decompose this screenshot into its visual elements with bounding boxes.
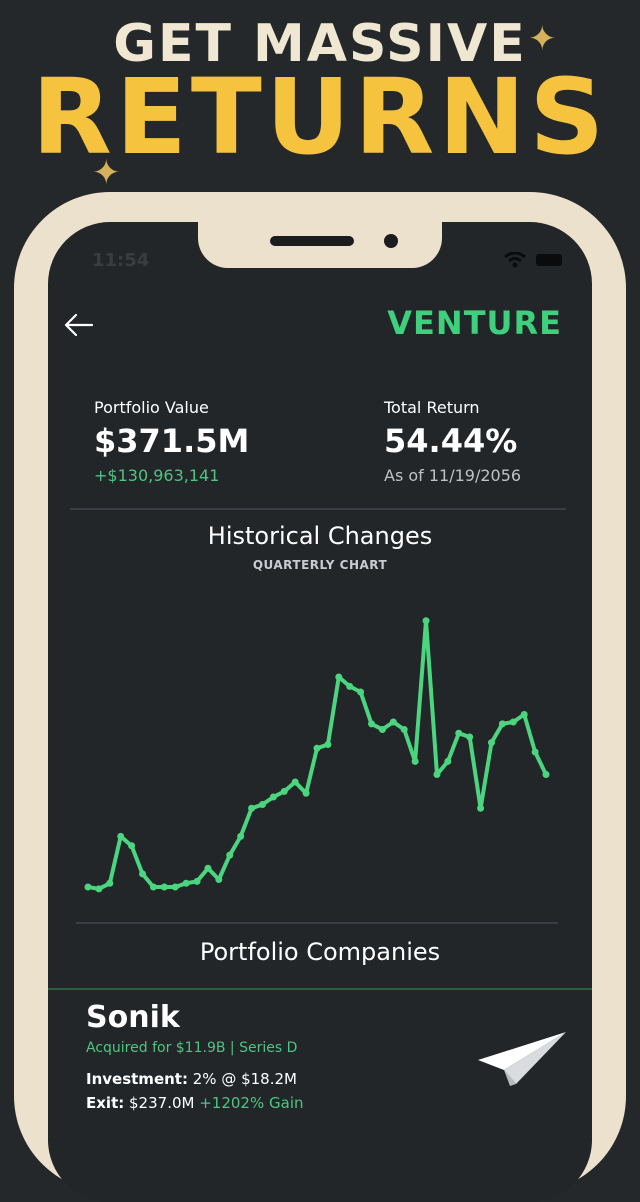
sparkle-icon: ✦ (528, 19, 557, 59)
total-return-value: 54.44% (384, 422, 518, 460)
phone-notch (198, 222, 442, 268)
line-chart (84, 617, 550, 893)
chart-point (215, 876, 223, 883)
brand-title: VENTURE (387, 304, 562, 342)
chart-point (477, 804, 485, 812)
paper-plane-icon (478, 1032, 566, 1086)
chart-point (106, 879, 114, 887)
battery-icon (536, 254, 562, 266)
company-name: Sonik (86, 1000, 180, 1035)
chart-point (84, 883, 92, 891)
chart-point (335, 673, 343, 681)
back-arrow-icon[interactable] (60, 310, 96, 340)
chart-point (226, 851, 234, 859)
chart-point (204, 864, 212, 872)
chart-point (389, 718, 397, 726)
chart-point (248, 804, 256, 812)
chart-point (487, 739, 495, 747)
portfolio-value-label: Portfolio Value (94, 398, 209, 417)
section-underline (48, 988, 592, 990)
chart-point (422, 617, 430, 625)
chart-point (466, 733, 474, 741)
chart-point (128, 842, 136, 850)
chart-point (444, 757, 452, 765)
chart-point (313, 744, 321, 752)
chart-point (237, 832, 245, 840)
chart-point (291, 778, 299, 786)
chart-point (171, 883, 179, 891)
exit-row: Exit: $237.0M +1202% Gain (86, 1094, 304, 1112)
chart-point (182, 879, 190, 887)
chart-point (160, 883, 168, 891)
exit-value: $237.0M (129, 1094, 195, 1112)
chart-point (280, 787, 288, 795)
divider (76, 922, 558, 924)
chart-point (433, 771, 441, 778)
promo-headline-top: GET MASSIVE (113, 14, 527, 74)
chart-point (520, 711, 528, 718)
chart-point (193, 877, 201, 885)
divider (70, 508, 566, 510)
sparkle-icon: ✦ (92, 153, 121, 193)
status-icons (504, 252, 562, 268)
chart-title: Historical Changes (207, 522, 433, 550)
portfolio-companies-title: Portfolio Companies (199, 938, 441, 966)
app-screen: 11:54 VENTURE Portfolio Value $371.5M +$… (48, 222, 592, 1202)
exit-gain: +1202% Gain (199, 1094, 304, 1112)
chart-point (542, 771, 550, 778)
chart-subtitle: QUARTERLY CHART (252, 558, 388, 572)
portfolio-value-change: +$130,963,141 (94, 466, 220, 485)
chart-point (411, 757, 419, 765)
chart-point (531, 748, 539, 756)
chart-point (149, 883, 157, 891)
phone-frame: 11:54 VENTURE Portfolio Value $371.5M +$… (14, 192, 626, 1202)
wifi-icon (504, 252, 526, 268)
portfolio-value: $371.5M (94, 422, 250, 460)
chart-series-line (86, 618, 548, 891)
chart-point (302, 789, 310, 797)
status-time: 11:54 (92, 250, 150, 271)
chart-point (324, 741, 332, 748)
investment-label: Investment: (86, 1070, 188, 1088)
chart-point (258, 801, 266, 808)
chart-point (378, 726, 386, 733)
chart-point (117, 832, 125, 840)
chart-point (95, 885, 103, 893)
chart-point (139, 870, 147, 878)
promo-headline-main: RETURNS (31, 56, 609, 178)
as-of-date: As of 11/19/2056 (384, 466, 522, 485)
investment-value: 2% @ $18.2M (192, 1070, 297, 1088)
chart-point (269, 793, 277, 801)
chart-point (509, 718, 517, 726)
chart-point (346, 682, 354, 690)
exit-label: Exit: (86, 1094, 125, 1112)
total-return-label: Total Return (384, 398, 480, 417)
front-camera (384, 234, 398, 248)
chart-point (498, 720, 506, 728)
investment-row: Investment: 2% @ $18.2M (86, 1070, 297, 1088)
chart-point (400, 726, 408, 733)
chart-point (455, 729, 463, 737)
speaker-grille (270, 236, 354, 246)
chart-point (357, 688, 365, 696)
acquisition-info: Acquired for $11.9B | Series D (86, 1040, 298, 1056)
chart-point (368, 720, 376, 728)
